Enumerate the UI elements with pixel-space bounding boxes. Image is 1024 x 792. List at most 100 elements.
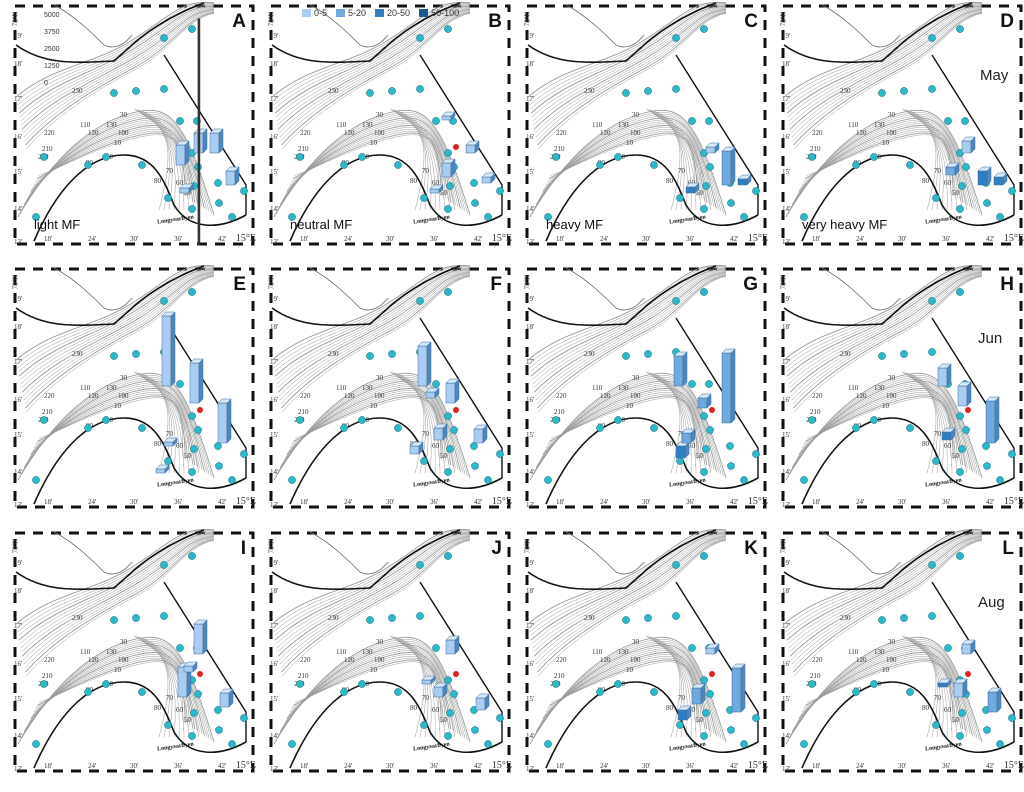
longitude-label: 42' — [986, 498, 995, 506]
station-marker — [544, 740, 552, 748]
longitude-label: 18' — [44, 235, 53, 243]
legend-label: 50-100 — [431, 8, 460, 18]
station-marker — [340, 424, 348, 432]
longitude-label: 24' — [600, 762, 609, 770]
red-station-marker — [965, 671, 971, 677]
latitude-label: 16' — [782, 396, 791, 404]
depth-label: 130 — [618, 648, 629, 656]
station-marker — [1008, 187, 1016, 195]
depth-label: 220 — [812, 129, 823, 137]
station-marker — [983, 462, 991, 470]
station-marker — [956, 412, 964, 420]
station-marker — [928, 85, 936, 93]
depth-label: 230 — [328, 350, 339, 358]
depth-label: 30 — [632, 638, 640, 646]
latitude-label: 78°N — [267, 538, 276, 554]
station-marker — [471, 462, 479, 470]
station-marker — [932, 457, 940, 465]
longitude-label: 42' — [986, 762, 995, 770]
latitude-label: 13' — [14, 238, 23, 246]
abundance-bar — [961, 136, 976, 154]
station-marker — [688, 117, 696, 125]
abundance-bar — [209, 128, 224, 154]
map-panel-h: 2302202102001201301101009020108070605030… — [779, 264, 1024, 509]
abundance-bar — [445, 635, 460, 655]
east-coastline — [675, 317, 759, 478]
depth-label: 220 — [300, 392, 311, 400]
abundance-bar — [421, 675, 436, 685]
bathymetry-contours — [783, 1, 983, 218]
north-coastline — [271, 265, 461, 326]
station-marker — [296, 153, 304, 161]
depth-label: 30 — [632, 111, 640, 119]
station-marker — [983, 199, 991, 207]
longitude-label: 18' — [300, 498, 309, 506]
red-station-marker — [453, 407, 459, 413]
latitude-label: 14' — [526, 468, 535, 476]
station-marker — [215, 462, 223, 470]
station-marker — [296, 680, 304, 688]
map-frame — [525, 267, 767, 509]
longitude-label: 30' — [898, 235, 907, 243]
latitude-label: 16' — [14, 396, 23, 404]
depth-label: 50 — [696, 189, 704, 197]
map-canvas: 2302202102001201301101009020108070605030 — [525, 264, 767, 509]
station-marker — [496, 450, 504, 458]
latitude-label: 19' — [782, 32, 791, 40]
abundance-bar — [429, 184, 444, 194]
latitude-label: 13' — [782, 765, 791, 773]
longitude-unit: 15°E — [235, 496, 256, 507]
depth-label: 60 — [432, 442, 440, 450]
east-coastline — [931, 54, 1015, 215]
abundance-bar — [179, 183, 194, 194]
panel-letter: H — [1000, 274, 1014, 295]
map-canvas: 2302202102001201301101009020108070605030 — [13, 1, 255, 246]
abundance-bar — [953, 678, 968, 698]
abundance-bar — [945, 162, 960, 176]
map-canvas: 2302202102001201301101009020108070605030 — [525, 528, 767, 773]
station-marker — [700, 732, 708, 740]
depth-label: 10 — [882, 402, 890, 410]
station-marker — [676, 194, 684, 202]
abundance-bar — [685, 182, 700, 194]
abundance-bar — [225, 166, 240, 186]
station-marker — [644, 614, 652, 622]
depth-label: 30 — [120, 638, 128, 646]
south-coastline — [801, 417, 1015, 505]
latitude-label: 78°N — [11, 274, 20, 290]
station-marker — [84, 424, 92, 432]
depth-label: 100 — [118, 129, 129, 137]
map-frame — [781, 531, 1023, 773]
depth-label: 230 — [328, 87, 339, 95]
station-marker — [727, 726, 735, 734]
station-marker — [188, 288, 196, 296]
station-marker — [622, 616, 630, 624]
latitude-label: 14' — [14, 468, 23, 476]
bathymetry-contours — [527, 1, 727, 218]
legend-item: 50-100 — [419, 8, 459, 18]
longitude-label: 36' — [942, 235, 951, 243]
depth-label: 70 — [166, 167, 174, 175]
abundance-bar — [705, 643, 720, 655]
station-marker — [102, 416, 110, 424]
north-coastline — [15, 529, 205, 590]
abundance-bar — [465, 140, 480, 154]
panel-letter: F — [490, 274, 502, 295]
station-marker — [288, 213, 296, 221]
map-panel-d: 2302202102001201301101009020108070605030… — [779, 1, 1024, 246]
depth-label: 60 — [176, 442, 184, 450]
latitude-label: 78°N — [11, 538, 20, 554]
depth-label: 220 — [812, 392, 823, 400]
station-marker — [644, 87, 652, 95]
station-marker — [432, 644, 440, 652]
longitude-label: 24' — [88, 498, 97, 506]
latitude-label: 19' — [270, 559, 279, 567]
depth-label: 130 — [874, 121, 885, 129]
depth-label: 210 — [298, 672, 309, 680]
station-marker — [40, 680, 48, 688]
abundance-bar — [705, 142, 720, 154]
east-coastline — [163, 54, 247, 215]
abundance-bar — [673, 351, 688, 387]
abundance-bar — [473, 424, 488, 444]
